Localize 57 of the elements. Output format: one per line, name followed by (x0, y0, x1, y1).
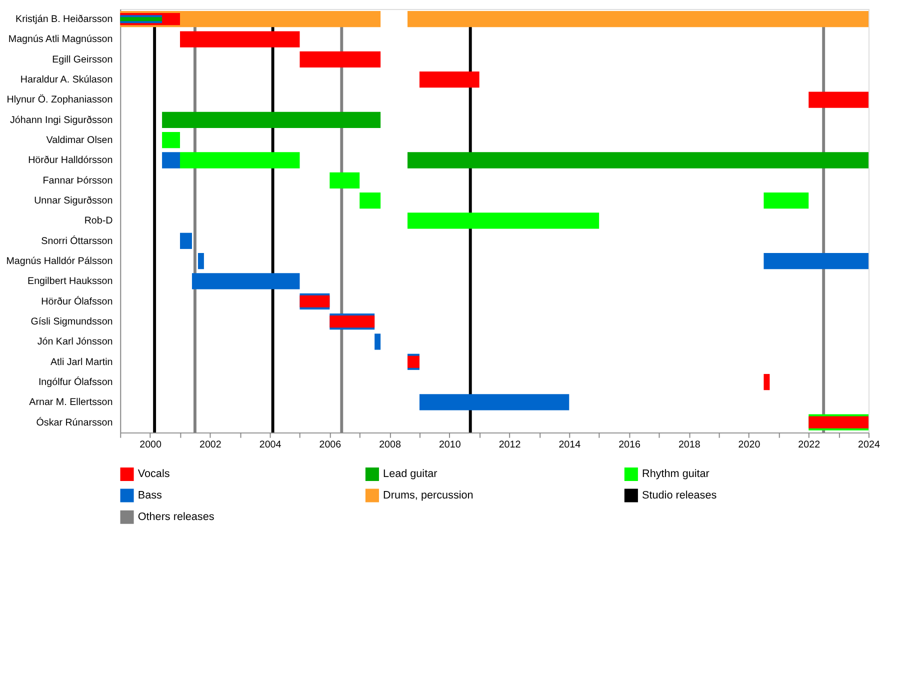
y-tick-label: Hlynur Ö. Zophaniasson (6, 94, 113, 106)
bar (764, 192, 809, 209)
x-tick-label: 2000 (140, 440, 162, 451)
y-tick-label: Engilbert Hauksson (28, 276, 113, 288)
x-tick-label: 2022 (798, 440, 820, 451)
y-tick-label: Magnús Atli Magnússon (8, 34, 113, 46)
y-tick-label: Egill Geirsson (52, 54, 113, 66)
y-tick-label: Rob-D (84, 216, 113, 227)
x-tick-label: 2006 (319, 440, 342, 451)
bar (419, 394, 570, 410)
legend-label: Studio releases (642, 489, 718, 502)
x-tick-label: 2020 (738, 440, 761, 451)
y-tick-label: Gísli Sigmundsson (30, 316, 113, 328)
x-tick-label: 2004 (259, 440, 282, 451)
x-tick-label: 2018 (678, 440, 701, 451)
bar (180, 232, 192, 249)
bar (162, 112, 381, 128)
legend-label: Others releases (138, 511, 215, 524)
y-tick-label: Snorri Óttarsson (41, 234, 113, 247)
y-tick-label: Ingólfur Ólafsson (38, 376, 113, 388)
bar (374, 334, 381, 350)
bar (162, 152, 180, 168)
x-tick-label: 2014 (558, 440, 582, 451)
y-tick-label: Óskar Rúnarsson (36, 416, 113, 428)
legend-label: Vocals (138, 468, 170, 480)
bar (192, 273, 300, 290)
x-tick-label: 2016 (618, 440, 641, 451)
bar (408, 212, 600, 229)
legend-label: Lead guitar (383, 468, 438, 480)
bar (764, 252, 868, 270)
y-tick-label: Fannar Þórsson (42, 175, 113, 186)
y-tick-label: Kristján B. Heiðarsson (16, 14, 113, 26)
x-tick-label: 2024 (858, 440, 880, 451)
legend-label: Drums, percussion (383, 489, 474, 502)
y-tick-label: Valdimar Olsen (46, 135, 113, 146)
x-tick-label: 2012 (498, 440, 521, 451)
bar (408, 11, 868, 28)
legend-label: Rhythm guitar (642, 468, 710, 480)
y-tick-label: Unnar Sigurðsson (34, 196, 113, 207)
y-tick-label: Magnús Halldór Pálsson (6, 256, 113, 268)
bar (330, 172, 360, 188)
x-tick-label: 2010 (438, 440, 462, 451)
bar (408, 152, 868, 168)
bar (180, 152, 300, 168)
y-tick-label: Hörður Halldórsson (28, 155, 113, 166)
y-tick-label: Jón Karl Jónsson (37, 336, 113, 348)
y-tick-label: Arnar M. Ellertsson (29, 397, 113, 408)
bar (360, 192, 381, 209)
bar (162, 132, 180, 148)
y-tick-label: Jóhann Ingi Sigurðsson (10, 114, 113, 126)
y-tick-label: Hörður Ólafsson (41, 295, 113, 308)
y-tick-label: Atli Jarl Martin (50, 356, 113, 368)
y-tick-label: Haraldur A. Skúlason (20, 74, 113, 86)
legend-label: Bass (138, 489, 163, 502)
bar (198, 252, 204, 270)
x-tick-label: 2002 (199, 440, 222, 451)
x-tick-label: 2008 (379, 440, 402, 451)
